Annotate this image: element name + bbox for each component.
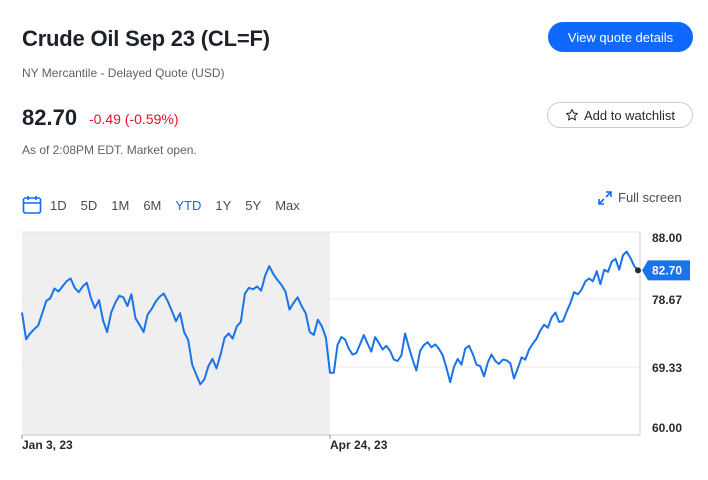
exchange-subtitle: NY Mercantile - Delayed Quote (USD) [22,66,225,80]
last-price-marker [635,267,641,274]
x-axis-ticks [21,435,331,439]
page-title: Crude Oil Sep 23 (CL=F) [22,26,270,51]
current-price: 82.70 [22,105,78,130]
y-tick-60: 60.00 [652,421,682,435]
range-ytd[interactable]: YTD [175,197,202,213]
range-5y[interactable]: 5Y [245,197,262,213]
last-price-label-text: 82.70 [652,263,682,277]
add-to-watchlist-button[interactable]: Add to watchlist [547,102,693,128]
x-tick-apr: Apr 24, 23 [330,438,388,452]
x-tick-jan: Jan 3, 23 [22,438,73,452]
y-tick-69-33: 69.33 [652,361,682,375]
price-series-line [21,250,639,386]
full-screen-button[interactable]: Full screen [598,190,682,205]
as-of-timestamp: As of 2:08PM EDT. Market open. [22,143,197,157]
price-change: -0.49 (-0.59%) [89,111,179,127]
watchlist-label: Add to watchlist [583,107,676,123]
range-1m[interactable]: 1M [111,197,130,213]
full-screen-label: Full screen [618,190,682,205]
y-tick-88: 88.00 [652,231,682,245]
expand-icon [598,190,612,205]
last-price-label: 82.70 [642,260,690,281]
price-chart[interactable]: 88.00 78.67 69.33 60.00 Jan 3, 23 Apr 24… [0,225,708,465]
range-selector: 1D 5D 1M 6M YTD 1Y 5Y Max [22,195,314,215]
range-6m[interactable]: 6M [143,197,162,213]
range-5d[interactable]: 5D [80,197,98,213]
shaded-period [22,232,330,435]
range-1d[interactable]: 1D [50,197,67,213]
range-1y[interactable]: 1Y [215,197,232,213]
range-max[interactable]: Max [275,197,300,213]
calendar-icon[interactable] [22,195,42,215]
y-tick-78-67: 78.67 [652,293,682,307]
view-quote-details-button[interactable]: View quote details [548,22,693,52]
star-icon [565,108,579,121]
